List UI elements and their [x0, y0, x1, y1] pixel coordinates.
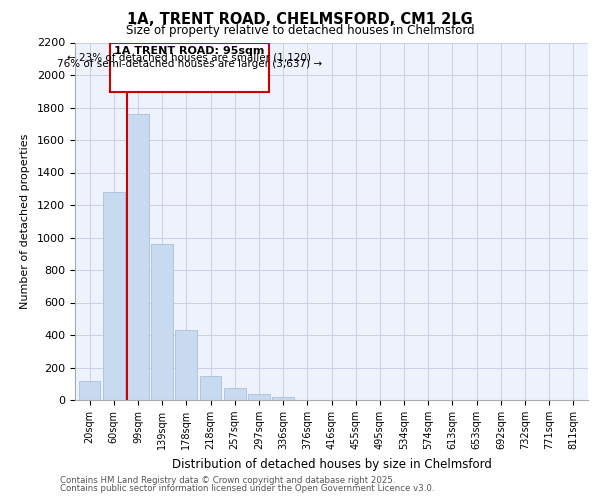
Bar [103, 192, 125, 400]
Text: 1A TRENT ROAD: 95sqm: 1A TRENT ROAD: 95sqm [114, 46, 265, 56]
Bar [175, 330, 197, 400]
Text: 76% of semi-detached houses are larger (3,637) →: 76% of semi-detached houses are larger (… [57, 59, 322, 69]
Bar [200, 376, 221, 400]
X-axis label: Distribution of detached houses by size in Chelmsford: Distribution of detached houses by size … [172, 458, 491, 470]
Bar [224, 388, 245, 400]
Bar [272, 397, 294, 400]
Text: ← 23% of detached houses are smaller (1,120): ← 23% of detached houses are smaller (1,… [67, 52, 311, 62]
Bar [248, 394, 270, 400]
Bar [79, 380, 100, 400]
Bar [127, 114, 149, 400]
Y-axis label: Number of detached properties: Number of detached properties [20, 134, 30, 309]
Text: Contains HM Land Registry data © Crown copyright and database right 2025.: Contains HM Land Registry data © Crown c… [60, 476, 395, 485]
Text: Contains public sector information licensed under the Open Government Licence v3: Contains public sector information licen… [60, 484, 434, 493]
Text: 1A, TRENT ROAD, CHELMSFORD, CM1 2LG: 1A, TRENT ROAD, CHELMSFORD, CM1 2LG [127, 12, 473, 28]
Bar [151, 244, 173, 400]
Text: Size of property relative to detached houses in Chelmsford: Size of property relative to detached ho… [125, 24, 475, 37]
Bar [110, 42, 269, 92]
